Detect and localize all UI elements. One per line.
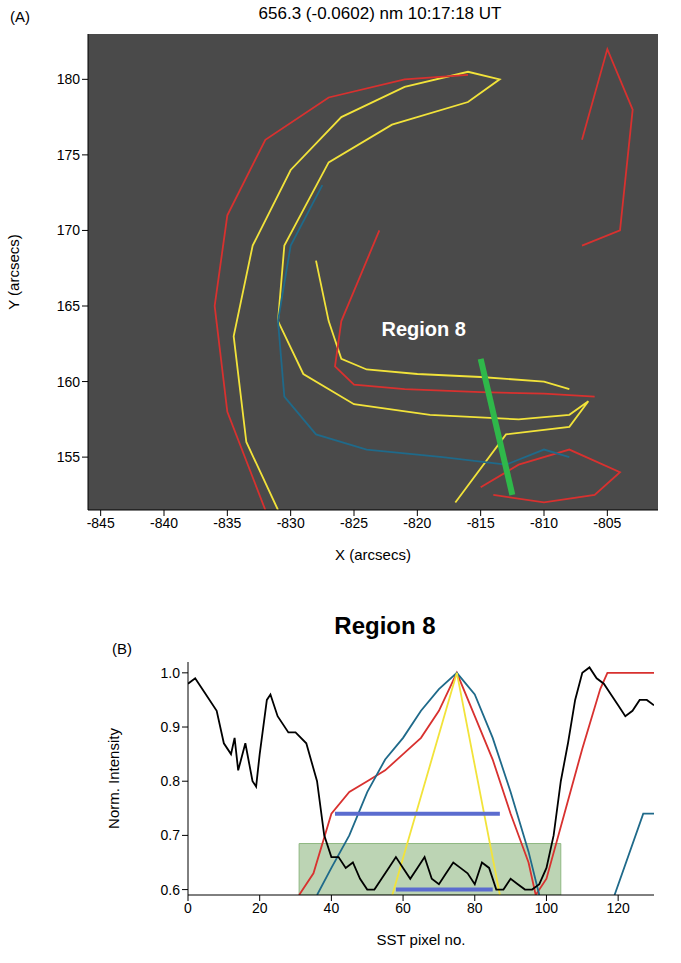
svg-text:60: 60 xyxy=(395,900,411,916)
svg-text:0: 0 xyxy=(184,900,192,916)
svg-text:20: 20 xyxy=(252,900,268,916)
svg-text:80: 80 xyxy=(467,900,483,916)
svg-text:0.8: 0.8 xyxy=(161,773,181,789)
svg-text:-810: -810 xyxy=(530,515,558,531)
svg-text:0.6: 0.6 xyxy=(161,882,181,898)
svg-text:-840: -840 xyxy=(150,515,178,531)
svg-text:Region 8: Region 8 xyxy=(381,318,465,340)
html-text:(A): (A) xyxy=(10,8,30,25)
svg-text:-815: -815 xyxy=(467,515,495,531)
svg-text:-845: -845 xyxy=(87,515,115,531)
svg-text:-825: -825 xyxy=(340,515,368,531)
svg-text:-830: -830 xyxy=(277,515,305,531)
svg-text:160: 160 xyxy=(57,374,81,390)
svg-text:-820: -820 xyxy=(403,515,431,531)
svg-text:0.9: 0.9 xyxy=(161,719,181,735)
svg-text:-835: -835 xyxy=(213,515,241,531)
html-text:656.3 (-0.0602) nm 10:17:18 UT: 656.3 (-0.0602) nm 10:17:18 UT xyxy=(258,4,502,23)
svg-text:165: 165 xyxy=(57,298,81,314)
svg-text:-805: -805 xyxy=(593,515,621,531)
html-text:Region 8: Region 8 xyxy=(334,612,436,639)
svg-text:155: 155 xyxy=(57,449,81,465)
svg-text:Norm. Intensity: Norm. Intensity xyxy=(105,728,122,829)
html-text:(B): (B) xyxy=(112,640,132,657)
svg-text:170: 170 xyxy=(57,222,81,238)
svg-text:100: 100 xyxy=(535,900,559,916)
svg-text:0.7: 0.7 xyxy=(161,827,181,843)
svg-text:1.0: 1.0 xyxy=(161,665,181,681)
svg-text:SST pixel no.: SST pixel no. xyxy=(377,931,466,948)
svg-text:180: 180 xyxy=(57,71,81,87)
svg-text:120: 120 xyxy=(606,900,630,916)
svg-text:X (arcsecs): X (arcsecs) xyxy=(335,546,411,563)
svg-text:175: 175 xyxy=(57,147,81,163)
svg-text:Y (arcsecs): Y (arcsecs) xyxy=(5,234,22,310)
svg-text:40: 40 xyxy=(324,900,340,916)
